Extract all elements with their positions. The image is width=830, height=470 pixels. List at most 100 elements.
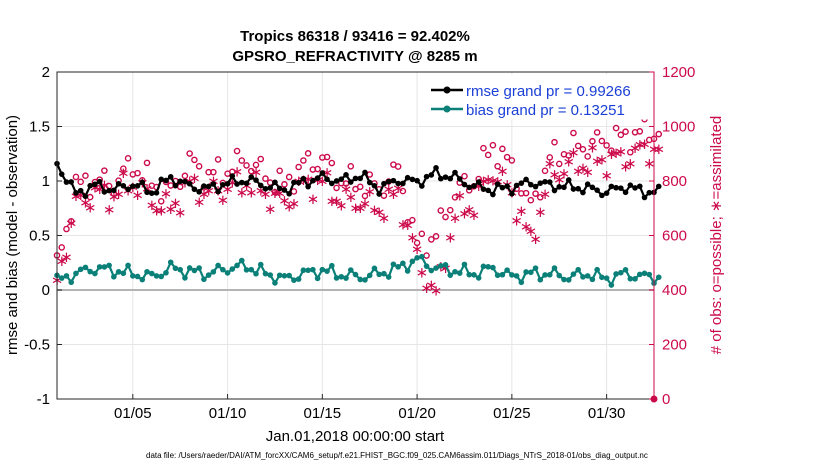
rmse-point xyxy=(243,180,250,187)
rmse-point xyxy=(580,189,586,196)
assimilated-obs-point: ∗ xyxy=(468,206,481,224)
bias-point xyxy=(499,271,506,278)
rmse-point xyxy=(153,190,160,196)
bias-point xyxy=(120,270,127,277)
assimilated-obs-point: ∗ xyxy=(349,199,362,217)
assimilated-obs-point: ∗ xyxy=(283,198,296,216)
legend-rmse-label: rmse grand pr = 0.99266 xyxy=(466,83,631,100)
possible-obs-point xyxy=(584,153,591,160)
y-tick-label-right: 1200 xyxy=(662,64,695,81)
rmse-point xyxy=(305,183,311,190)
rmse-point xyxy=(210,181,217,187)
bias-point xyxy=(627,275,634,282)
y-tick-label-left: 1.5 xyxy=(29,119,50,136)
rmse-point xyxy=(120,182,127,189)
rmse-point xyxy=(314,175,321,181)
rmse-point xyxy=(201,183,207,189)
chart-title-line1: Tropics 86318 / 93416 = 92.402% xyxy=(240,28,470,45)
possible-obs-point xyxy=(413,239,421,247)
assimilated-obs-point: ∗ xyxy=(619,157,632,175)
bias-point xyxy=(565,277,572,283)
possible-obs-point xyxy=(347,162,355,170)
rmse-point xyxy=(565,177,572,183)
bias-point xyxy=(234,262,240,269)
possible-obs-point xyxy=(489,141,497,149)
bias-point xyxy=(101,264,108,270)
bias-point xyxy=(414,255,420,261)
assimilated-obs-point: ∗ xyxy=(482,170,495,188)
rmse-point xyxy=(324,176,330,183)
assimilated-obs-point: ∗ xyxy=(150,202,163,220)
rmse-point xyxy=(73,190,79,196)
possible-obs-point xyxy=(565,152,573,159)
bias-point xyxy=(551,265,558,271)
bias-point xyxy=(63,273,70,279)
y-tick-label-left: -0.5 xyxy=(24,337,50,354)
rmse-point xyxy=(632,185,638,191)
bias-point xyxy=(490,264,496,271)
rmse-point xyxy=(437,175,444,182)
bias-point xyxy=(111,273,117,280)
bias-point xyxy=(125,262,131,269)
possible-obs-point xyxy=(551,138,558,146)
assimilated-obs-point: ∗ xyxy=(117,164,130,182)
possible-obs-point xyxy=(72,173,80,181)
rmse-point xyxy=(111,187,117,194)
assimilated-obs-point: ∗ xyxy=(226,174,239,192)
bias-point xyxy=(485,263,491,270)
possible-obs-point xyxy=(484,151,492,159)
possible-obs-point xyxy=(257,155,265,163)
assimilated-obs-point: ∗ xyxy=(378,209,391,227)
assimilated-obs-point: ∗ xyxy=(600,166,613,184)
rmse-point xyxy=(87,182,93,189)
assimilated-obs-point: ∗ xyxy=(610,144,623,162)
possible-obs-point xyxy=(437,207,445,214)
bias-point xyxy=(371,265,378,272)
possible-obs-point xyxy=(598,137,606,145)
bias-point xyxy=(404,268,411,274)
bias-point xyxy=(163,269,169,276)
rmse-point xyxy=(238,179,245,186)
rmse-point xyxy=(618,185,624,191)
rmse-point xyxy=(125,186,131,193)
rmse-point xyxy=(357,175,364,182)
rmse-point xyxy=(101,189,108,195)
assimilated-obs-point: ∗ xyxy=(411,240,424,258)
bias-point xyxy=(215,262,221,269)
bias-point xyxy=(286,272,292,279)
assimilated-obs-point: ∗ xyxy=(624,154,637,172)
assimilated-obs-point: ∗ xyxy=(235,184,248,202)
possible-obs-point xyxy=(101,167,108,174)
possible-obs-point xyxy=(77,178,84,186)
rmse-point xyxy=(485,187,491,194)
bias-point xyxy=(167,259,174,266)
possible-obs-point xyxy=(271,188,279,196)
assimilated-obs-point: ∗ xyxy=(174,203,187,221)
assimilated-obs-point: ∗ xyxy=(55,252,68,270)
assimilated-obs-point: ∗ xyxy=(340,180,353,198)
assimilated-obs-point: ∗ xyxy=(245,183,258,201)
bias-point xyxy=(423,263,430,269)
rmse-point xyxy=(504,183,510,190)
rmse-point xyxy=(286,190,292,197)
possible-obs-point xyxy=(499,145,506,153)
bias-point xyxy=(504,267,510,273)
x-axis-label: Jan.01,2018 00:00:00 start xyxy=(266,428,445,445)
assimilated-obs-point: ∗ xyxy=(307,190,320,208)
rmse-point xyxy=(419,183,425,189)
rmse-point xyxy=(310,177,316,184)
possible-obs-point xyxy=(361,192,369,200)
obs-layer: ∗∗∗∗∗∗∗∗∗∗∗∗∗∗∗∗∗∗∗∗∗∗∗∗∗∗∗∗∗∗∗∗∗∗∗∗∗∗∗∗… xyxy=(51,115,665,403)
bias-point xyxy=(68,279,75,286)
bias-point xyxy=(400,260,406,267)
bias-point xyxy=(267,272,274,278)
possible-obs-point xyxy=(451,194,459,201)
rmse-point xyxy=(144,189,150,196)
bias-point xyxy=(613,271,619,277)
bias-point xyxy=(608,282,615,288)
assimilated-obs-point: ∗ xyxy=(458,205,471,223)
rmse-point xyxy=(371,182,378,189)
assimilated-obs-point: ∗ xyxy=(79,194,92,212)
bias-point xyxy=(447,272,454,278)
bias-point xyxy=(82,264,89,271)
